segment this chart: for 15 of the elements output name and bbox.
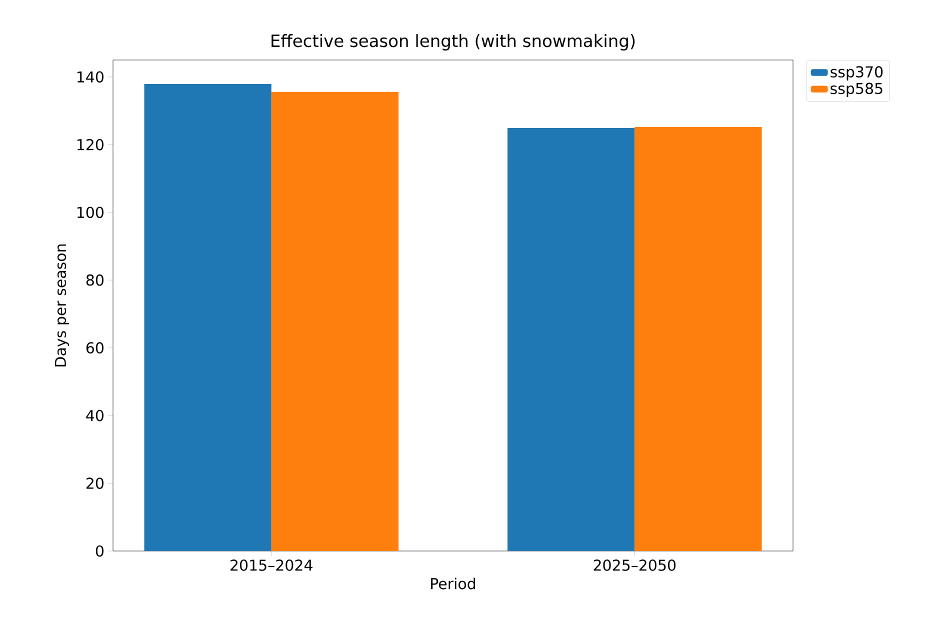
y-tick-label: 60 xyxy=(86,342,104,354)
y-tick-label: 100 xyxy=(77,206,104,218)
x-tick-label: 2015–2024 xyxy=(230,560,312,571)
y-tick-label: 80 xyxy=(86,274,104,286)
chart-title: Effective season length (with snowmaking) xyxy=(272,34,635,50)
legend-label: ssp370 xyxy=(830,66,883,80)
y-tick-label: 140 xyxy=(77,71,104,83)
x-axis-title: Period xyxy=(431,578,476,590)
x-tick-label: 2025–2050 xyxy=(594,560,676,571)
y-tick-label: 20 xyxy=(86,478,104,489)
y-tick-label: 120 xyxy=(77,138,104,150)
y-tick-label: 0 xyxy=(96,545,104,557)
y-axis-title: Days per season xyxy=(54,244,70,366)
legend-label: ssp585 xyxy=(830,82,882,98)
y-tick-label: 40 xyxy=(86,410,104,422)
